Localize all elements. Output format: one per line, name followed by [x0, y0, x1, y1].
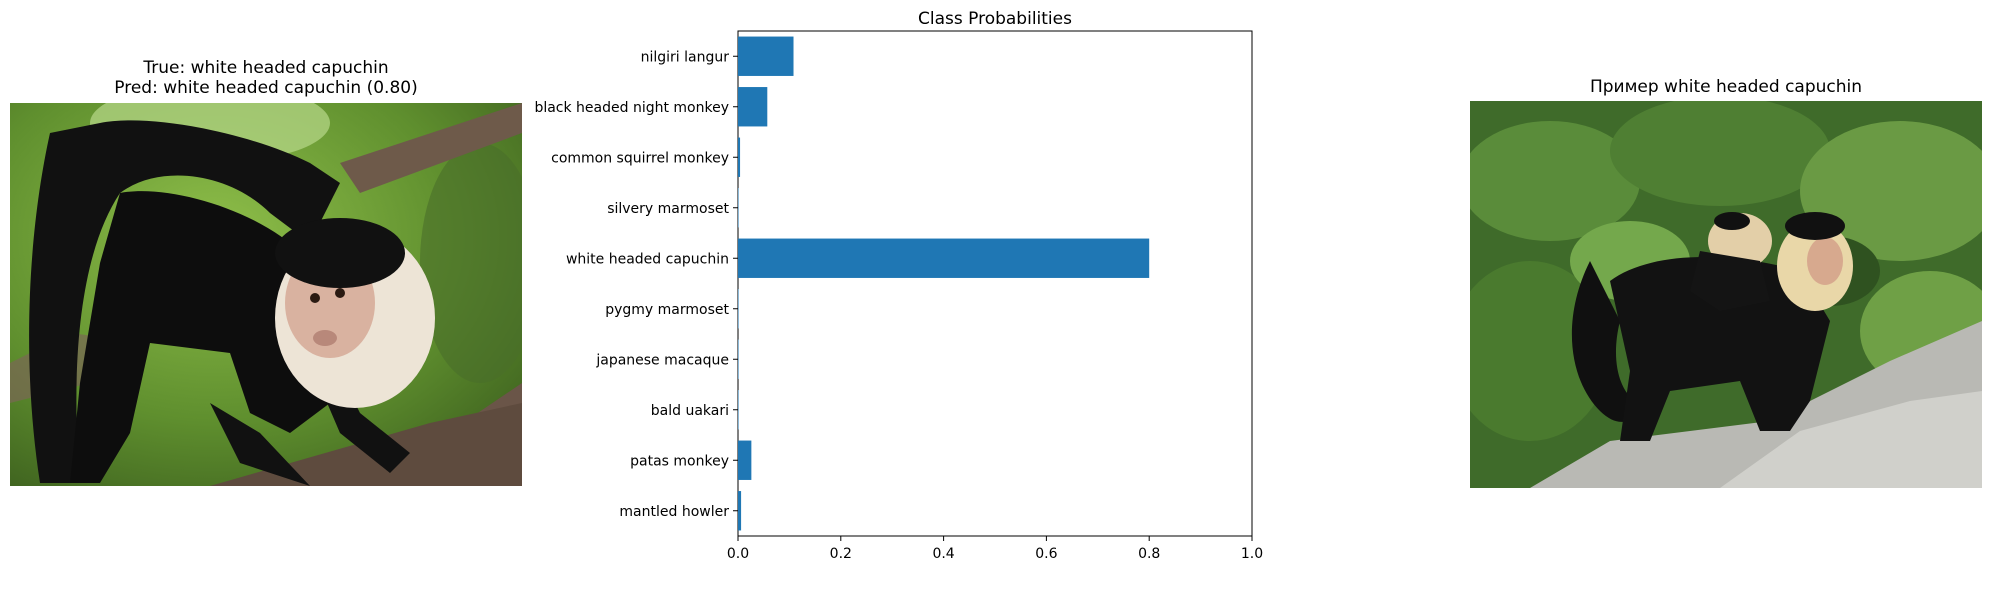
left-photo-title: True: white headed capuchin Pred: white … [10, 58, 522, 98]
ytick-label: nilgiri langur [641, 49, 730, 65]
bar-silvery-marmoset [738, 188, 739, 228]
bar-mantled-howler [738, 491, 742, 531]
pred-label-text: Pred: white headed capuchin (0.80) [114, 78, 418, 98]
ytick-label: mantled howler [619, 504, 729, 520]
plot-area-frame [737, 30, 1253, 537]
ytick-label: pygmy marmoset [605, 302, 729, 318]
bar-nilgiri-langur [738, 36, 794, 76]
ytick-label: black headed night monkey [534, 100, 729, 116]
xtick-label: 1.0 [1241, 546, 1263, 562]
xtick-label: 0.8 [1138, 546, 1160, 562]
bar-bald-uakari [738, 390, 739, 430]
bar-white-headed-capuchin [738, 238, 1150, 278]
ytick-label: common squirrel monkey [551, 150, 729, 166]
bar-japanese-macaque [738, 339, 739, 379]
ytick-label: silvery marmoset [607, 201, 729, 217]
example-image-title: Пример white headed capuchin [1589, 77, 1863, 97]
bar-common-squirrel-monkey [738, 137, 741, 177]
xtick-label: 0.0 [727, 546, 749, 562]
chart-title: Class Probabilities [918, 9, 1072, 29]
true-label-text: True: white headed capuchin [143, 58, 389, 78]
ytick-label: bald uakari [651, 403, 729, 419]
test-image-capuchin [10, 103, 522, 486]
bar-pygmy-marmoset [738, 289, 739, 329]
xtick-label: 0.6 [1035, 546, 1057, 562]
xtick-label: 0.4 [932, 546, 954, 562]
xtick-label: 0.2 [830, 546, 852, 562]
example-image-capuchin [1470, 101, 1982, 488]
ytick-label: japanese macaque [595, 352, 729, 368]
ytick-label: white headed capuchin [566, 251, 729, 267]
ytick-label: patas monkey [630, 453, 729, 469]
bar-patas-monkey [738, 440, 752, 480]
bar-black-headed-night-monkey [738, 87, 768, 127]
